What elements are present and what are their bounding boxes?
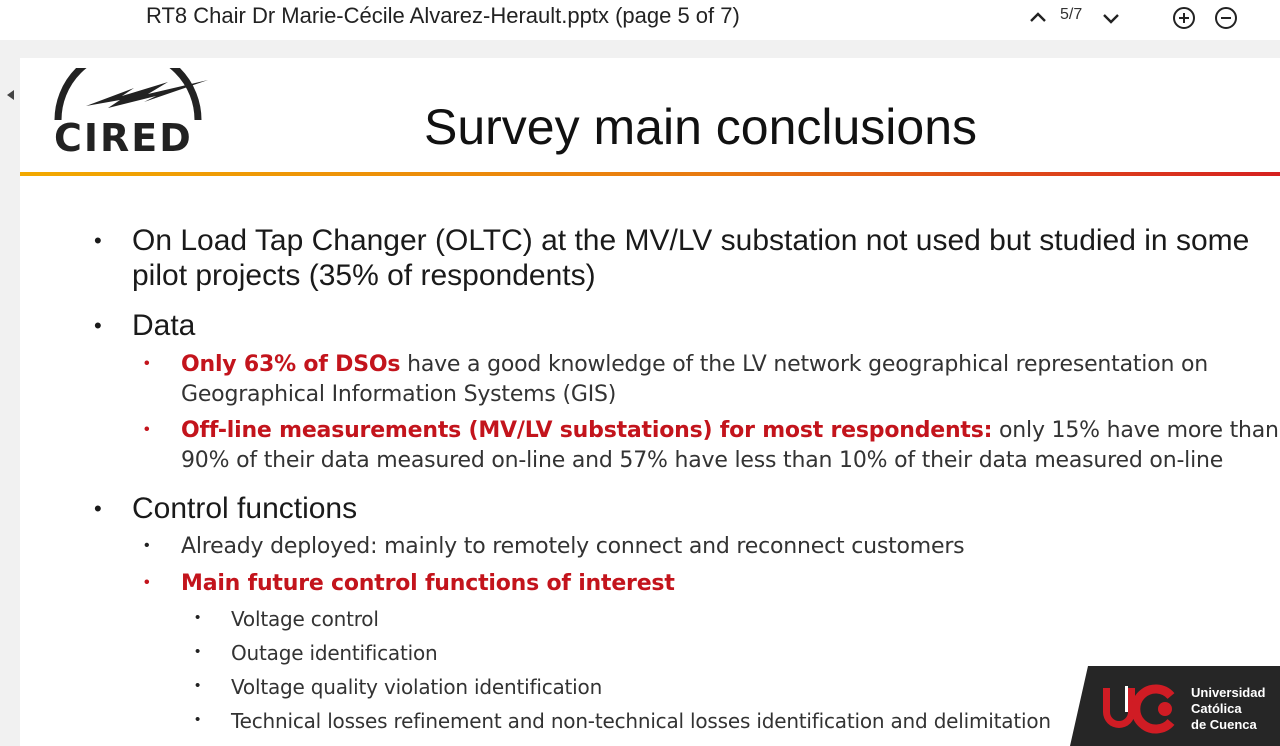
university-line: Universidad	[1191, 685, 1266, 700]
bullet-dot: •	[195, 609, 201, 626]
title-divider	[20, 172, 1280, 176]
bullet-dot: •	[144, 421, 150, 438]
bullet-control-future: Main future control functions of interes…	[181, 571, 675, 596]
zoom-in-icon[interactable]	[1172, 6, 1196, 30]
bullet-oltc: On Load Tap Changer (OLTC) at the MV/LV …	[132, 224, 1250, 292]
highlight-text: Only 63% of DSOs	[181, 352, 401, 377]
chevron-up-icon[interactable]	[1026, 6, 1050, 30]
bullet-dot: •	[144, 355, 150, 372]
page-indicator: 5/7	[1060, 6, 1083, 23]
slide: CIRED Survey main conclusions • On Load …	[20, 58, 1280, 746]
bullet-dot: •	[195, 643, 201, 660]
bullet-data-gis: Only 63% of DSOs have a good knowledge o…	[181, 350, 1251, 410]
sub-bullet: Outage identification	[231, 641, 438, 665]
body-text: only 15% have more than 90% of their dat…	[181, 418, 1279, 473]
bullet-dot: •	[94, 496, 102, 521]
bullet-dot: •	[195, 677, 201, 694]
collapse-left-icon[interactable]	[0, 80, 20, 110]
sub-bullet: Voltage control	[231, 607, 379, 631]
slide-title: Survey main conclusions	[424, 99, 978, 155]
university-line: Católica	[1191, 701, 1242, 716]
sub-bullet: Technical losses refinement and non-tech…	[231, 709, 1051, 733]
sub-bullet: Voltage quality violation identification	[231, 675, 603, 699]
bullet-dot: •	[94, 228, 102, 253]
university-name: Universidad Católica de Cuenca	[1191, 685, 1265, 733]
chevron-down-icon[interactable]	[1099, 6, 1123, 30]
bullet-control: Control functions	[132, 492, 358, 525]
university-watermark	[1070, 666, 1280, 746]
bullet-dot: •	[195, 711, 201, 728]
bullet-control-deployed: Already deployed: mainly to remotely con…	[181, 534, 965, 559]
university-line: de Cuenca	[1191, 717, 1257, 732]
document-title: RT8 Chair Dr Marie-Cécile Alvarez-Heraul…	[146, 3, 740, 28]
bullet-dot: •	[94, 313, 102, 338]
zoom-out-icon[interactable]	[1214, 6, 1238, 30]
bullet-data: Data	[132, 309, 196, 342]
bullet-data-measurements: Off-line measurements (MV/LV substations…	[181, 416, 1280, 476]
cired-logo	[54, 68, 208, 121]
viewer-toolbar: RT8 Chair Dr Marie-Cécile Alvarez-Heraul…	[0, 0, 1280, 40]
logo-text: CIRED	[54, 116, 193, 160]
bullet-dot: •	[144, 537, 150, 554]
bullet-dot: •	[144, 574, 150, 591]
body-text: have a good knowledge of the LV network …	[181, 352, 1209, 407]
highlight-text: Off-line measurements (MV/LV substations…	[181, 418, 993, 443]
